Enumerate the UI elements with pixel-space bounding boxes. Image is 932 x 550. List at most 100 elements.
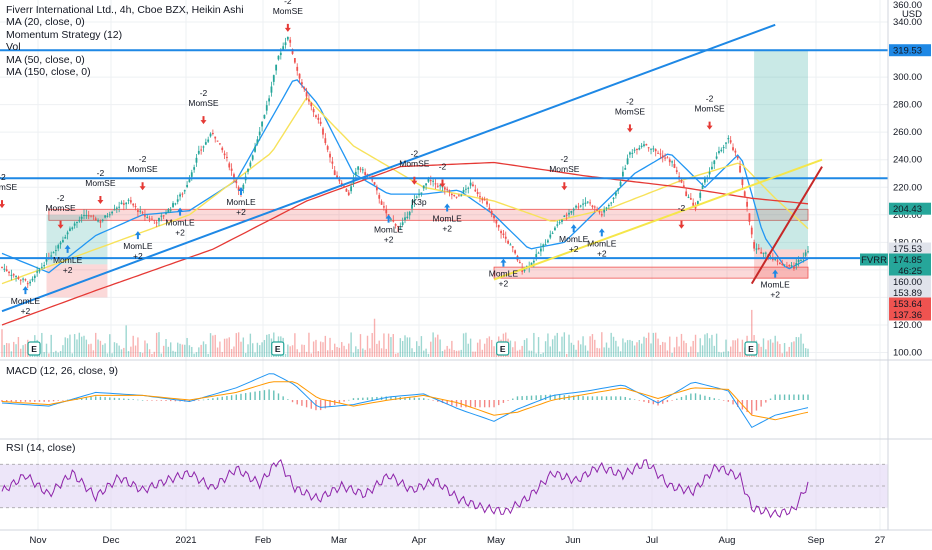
candle-body	[727, 138, 730, 140]
legend-ma20[interactable]: MA (20, close, 0)	[6, 16, 85, 29]
macd-histogram-bar	[329, 400, 331, 407]
volume-bar	[465, 332, 467, 357]
candle-body	[275, 64, 278, 71]
volume-bar	[544, 341, 547, 357]
volume-bar	[137, 337, 139, 357]
candle-body	[493, 215, 495, 219]
candle-body	[582, 203, 584, 205]
signal-label: -2	[284, 0, 292, 6]
volume-bar	[355, 346, 357, 357]
macd-histogram-bar	[273, 390, 275, 400]
volume-bar	[760, 346, 762, 357]
macd-histogram-bar	[558, 394, 561, 400]
volume-bar	[148, 349, 151, 357]
candle-body	[420, 192, 423, 194]
horizontal-levels[interactable]	[0, 49, 888, 260]
price-tag: 204.43	[893, 204, 922, 215]
volume-bar	[802, 343, 805, 357]
macd-histogram-bar	[502, 400, 505, 403]
signal-label: +2	[236, 207, 246, 217]
candle-body	[176, 199, 179, 202]
volume-bar	[294, 333, 296, 357]
volume-bar	[345, 349, 348, 357]
time-tick-label: May	[487, 535, 505, 546]
signal-label: +2	[442, 224, 452, 234]
volume-bar	[169, 342, 172, 357]
macd-histogram-bar	[708, 396, 711, 400]
candle-body	[5, 269, 8, 272]
long-position-box[interactable]	[754, 50, 808, 279]
macd-histogram-bar	[43, 400, 45, 402]
candle-body	[71, 227, 74, 229]
volume-bar	[319, 341, 322, 357]
candle-body	[141, 212, 144, 214]
candle-body	[104, 215, 106, 218]
volume-bar	[205, 344, 207, 357]
candle-body	[19, 279, 22, 281]
volume-bar	[432, 332, 434, 357]
candle-body	[547, 240, 549, 243]
legend-ma50[interactable]: MA (50, close, 0)	[6, 53, 85, 66]
price-tag-bg	[889, 253, 931, 266]
volume-bar	[685, 343, 687, 357]
candle-body	[211, 132, 214, 134]
signal-line	[1, 381, 809, 421]
candle-body	[474, 189, 477, 192]
macd-title: MACD (12, 26, close, 9)	[6, 365, 119, 377]
candle-body	[748, 213, 751, 222]
volume-bar	[52, 352, 55, 357]
macd-histogram-bar	[95, 396, 97, 400]
signal-label: MomLE	[489, 269, 519, 279]
signal-label: -2	[57, 193, 65, 203]
candle-body	[680, 179, 683, 183]
candle-body	[45, 257, 48, 262]
macd-histogram-bar	[774, 394, 776, 400]
candle-body	[790, 265, 793, 267]
price-tag-bg	[889, 44, 931, 57]
volume-bar	[366, 335, 369, 357]
macd-histogram-bar	[549, 394, 551, 400]
legend-ma150[interactable]: MA (150, close, 0)	[6, 66, 91, 79]
signal-label: +2	[384, 235, 394, 245]
volume-bar	[50, 334, 52, 357]
volume-bar	[704, 334, 706, 357]
trendlines[interactable]	[1, 23, 823, 313]
past-stop-box	[46, 264, 108, 298]
volume-bar	[291, 345, 294, 357]
candle-body	[483, 199, 486, 201]
buy-arrow	[237, 187, 244, 196]
candle-body	[500, 231, 502, 234]
volume-bar	[458, 350, 460, 357]
volume-bar	[64, 337, 66, 357]
volume-bar	[568, 334, 570, 357]
candle-body	[638, 147, 641, 150]
price-tag-bg	[889, 308, 931, 321]
macd-histogram-bar	[465, 400, 467, 408]
volume-bar	[512, 347, 514, 357]
candle-body	[10, 274, 13, 276]
legend-vol[interactable]: Vol	[6, 41, 21, 54]
volume-bar	[420, 336, 423, 357]
volume-bar	[57, 352, 59, 357]
signal-label: -2	[678, 203, 686, 213]
volume-bar	[622, 338, 624, 357]
macd-histogram-bar	[263, 390, 266, 400]
volume-bar	[722, 351, 725, 357]
candle-body	[317, 117, 320, 120]
candle-body	[774, 258, 777, 260]
volume-bar	[43, 352, 45, 357]
volume-bar	[106, 353, 109, 357]
buy-arrow	[772, 269, 779, 278]
candle-body	[383, 206, 385, 208]
signal-label: -2	[97, 168, 105, 178]
volume-bar	[483, 343, 486, 357]
candle-body	[764, 252, 767, 254]
candle-body	[413, 199, 416, 202]
volume-bar	[104, 343, 106, 357]
macd-histogram-bar	[638, 400, 641, 401]
candle-body	[101, 219, 104, 221]
legend-momentum[interactable]: Momentum Strategy (12)	[6, 28, 123, 41]
candle-body	[624, 168, 627, 170]
